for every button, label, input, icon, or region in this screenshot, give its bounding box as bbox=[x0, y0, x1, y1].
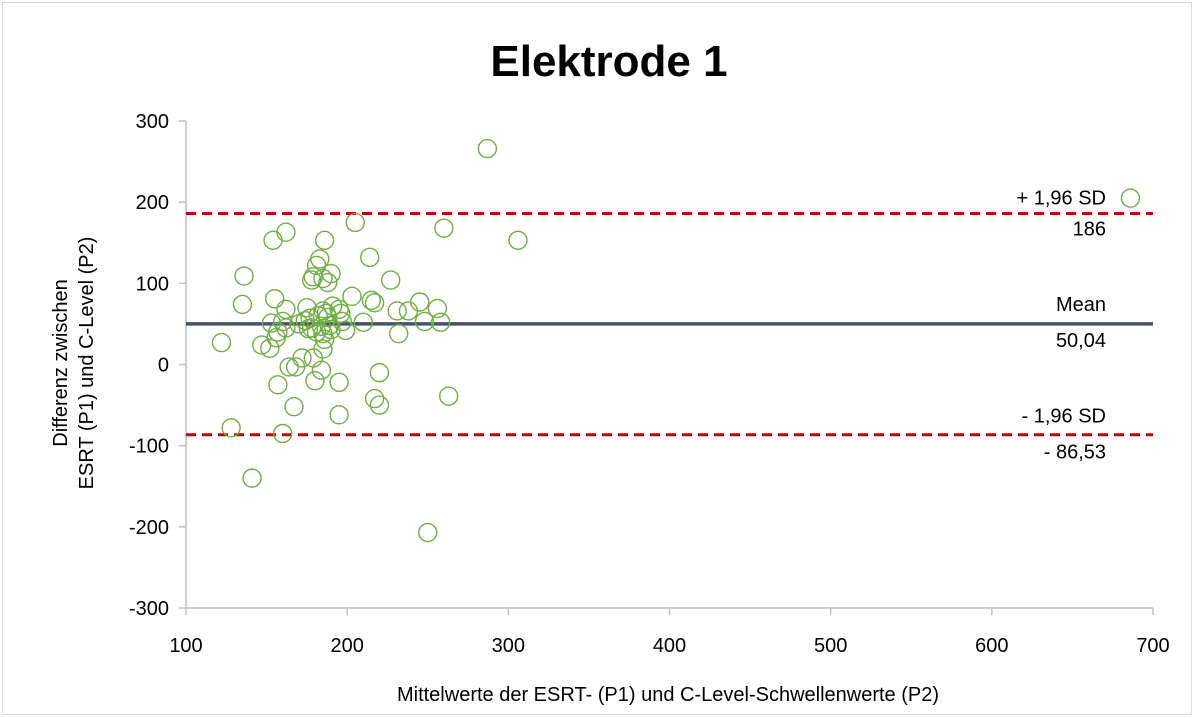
data-points bbox=[211, 138, 1141, 543]
data-point bbox=[360, 247, 380, 268]
data-point bbox=[329, 405, 349, 425]
data-point bbox=[387, 301, 407, 321]
data-point bbox=[477, 138, 498, 159]
y-tick-label: 200 bbox=[136, 192, 169, 214]
data-point bbox=[279, 357, 299, 377]
chart-title: Elektrode 1 bbox=[490, 37, 727, 86]
data-point bbox=[273, 423, 293, 444]
x-tick-label: 200 bbox=[330, 635, 363, 657]
data-point bbox=[318, 272, 338, 293]
data-point bbox=[329, 372, 349, 393]
y-axis-label: Differenz zwischen ESRT (P1) und C-Level… bbox=[50, 237, 98, 490]
data-point bbox=[303, 267, 324, 287]
x-axis-label: Mittelwerte der ESRT- (P1) und C-Level-S… bbox=[397, 684, 939, 706]
data-point bbox=[369, 362, 390, 383]
data-point bbox=[430, 312, 451, 332]
x-tick-label: 600 bbox=[975, 635, 1008, 657]
y-tick-label: -100 bbox=[129, 436, 169, 458]
x-tick-label: 500 bbox=[814, 635, 847, 657]
data-point bbox=[508, 230, 528, 251]
lower-limit-label: - 1,96 SD bbox=[1022, 406, 1106, 428]
data-point bbox=[211, 332, 232, 353]
data-point bbox=[364, 388, 385, 409]
data-point bbox=[234, 266, 254, 286]
data-point bbox=[305, 371, 325, 391]
data-point bbox=[268, 375, 288, 395]
data-point bbox=[302, 270, 322, 290]
data-point bbox=[380, 270, 401, 290]
data-point bbox=[306, 255, 327, 276]
mean-label: Mean bbox=[1056, 294, 1106, 316]
data-point bbox=[252, 335, 272, 355]
data-point bbox=[398, 301, 419, 321]
data-point bbox=[308, 306, 328, 326]
data-point bbox=[311, 360, 332, 380]
data-point bbox=[242, 468, 262, 488]
data-point bbox=[369, 395, 390, 415]
x-tick-label: 100 bbox=[169, 635, 202, 657]
data-point bbox=[414, 311, 435, 332]
y-tick-label: 100 bbox=[136, 273, 169, 295]
y-tick-label: 0 bbox=[158, 355, 169, 377]
data-point bbox=[260, 338, 280, 358]
data-point bbox=[298, 319, 319, 339]
data-point bbox=[314, 329, 335, 350]
data-point bbox=[313, 268, 333, 289]
data-point bbox=[342, 286, 362, 307]
data-point bbox=[264, 289, 285, 309]
data-point bbox=[1120, 188, 1141, 208]
y-axis-label-line2: ESRT (P1) und C-Level (P2) bbox=[76, 237, 98, 490]
data-point bbox=[418, 522, 438, 543]
data-point bbox=[276, 222, 296, 242]
lower-limit-value: - 86,53 bbox=[1044, 442, 1106, 464]
data-point bbox=[306, 322, 327, 342]
reference-labels: + 1,96 SD 186 Mean 50,04 - 1,96 SD - 86,53 bbox=[1016, 188, 1106, 464]
data-point bbox=[285, 357, 306, 377]
y-tick-label: -300 bbox=[129, 598, 169, 620]
x-tick-label: 400 bbox=[653, 635, 686, 657]
x-tick-label: 300 bbox=[492, 635, 525, 657]
y-tick-label: -200 bbox=[129, 517, 169, 539]
data-point bbox=[364, 293, 385, 313]
data-point bbox=[221, 418, 241, 438]
reference-lines bbox=[186, 212, 1153, 437]
data-point bbox=[427, 298, 448, 319]
data-point bbox=[276, 299, 296, 320]
data-point bbox=[409, 292, 430, 312]
data-point bbox=[361, 290, 382, 311]
data-point bbox=[389, 323, 409, 344]
data-point bbox=[289, 314, 309, 334]
data-point bbox=[335, 320, 356, 341]
data-point bbox=[263, 230, 283, 251]
data-point bbox=[284, 397, 304, 417]
data-point bbox=[232, 294, 253, 315]
upper-limit-value: 186 bbox=[1073, 219, 1106, 241]
y-axis-label-line1: Differenz zwischen bbox=[50, 279, 72, 446]
mean-value: 50,04 bbox=[1056, 330, 1106, 352]
data-point bbox=[345, 212, 365, 233]
y-tick-label: 300 bbox=[136, 111, 169, 133]
upper-limit-label: + 1,96 SD bbox=[1016, 188, 1106, 210]
data-point bbox=[439, 386, 459, 406]
data-point bbox=[311, 316, 332, 337]
x-tick-label: 700 bbox=[1136, 635, 1169, 657]
data-point bbox=[314, 230, 335, 251]
data-point bbox=[353, 312, 373, 332]
data-point bbox=[434, 218, 454, 238]
